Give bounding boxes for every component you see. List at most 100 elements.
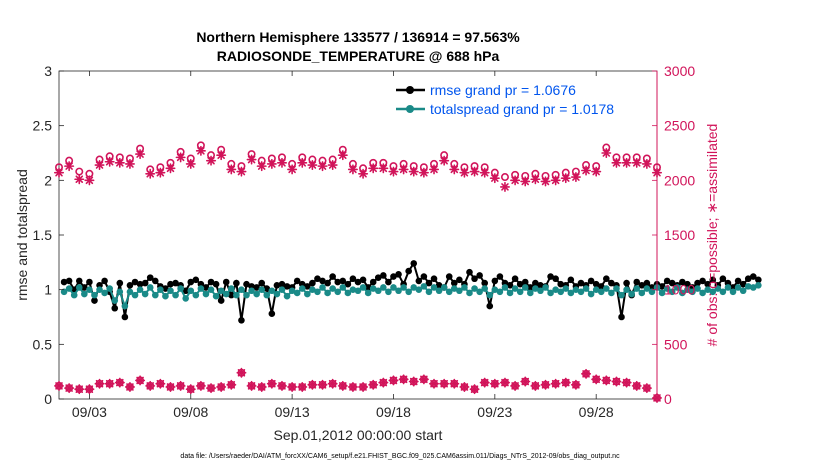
totalspread-point bbox=[283, 292, 291, 300]
rmse-point bbox=[592, 280, 600, 288]
rmse-point bbox=[116, 279, 124, 287]
totalspread-point bbox=[400, 284, 407, 291]
totalspread-point bbox=[450, 285, 458, 292]
totalspread-point bbox=[116, 288, 124, 296]
rmse-point bbox=[739, 280, 747, 288]
x-tick-label: 09/08 bbox=[173, 404, 208, 420]
rmse-point bbox=[172, 279, 179, 287]
rmse-point bbox=[445, 273, 453, 280]
obs-assimilated-upper-point bbox=[347, 164, 358, 175]
y-left-tick-label: 0.5 bbox=[33, 336, 53, 352]
totalspread-point bbox=[96, 286, 103, 293]
totalspread-point bbox=[222, 290, 230, 298]
obs-assimilated-lower-point bbox=[489, 378, 500, 389]
obs-assimilated-upper-point bbox=[317, 161, 328, 172]
rmse-point bbox=[547, 273, 554, 280]
totalspread-point bbox=[192, 291, 200, 299]
totalspread-point bbox=[101, 289, 108, 297]
rmse-point bbox=[618, 313, 625, 321]
rmse-point bbox=[369, 278, 377, 286]
totalspread-point bbox=[481, 285, 488, 292]
rmse-point bbox=[207, 278, 215, 286]
obs-assimilated-lower-point bbox=[510, 380, 521, 391]
obs-assimilated-lower-point bbox=[297, 381, 308, 392]
totalspread-point bbox=[157, 286, 164, 293]
obs-assimilated-lower-point bbox=[104, 378, 115, 389]
totalspread-point bbox=[380, 284, 387, 291]
rmse-point bbox=[496, 273, 504, 280]
obs-assimilated-lower-point bbox=[591, 374, 602, 385]
obs-assimilated-upper-point bbox=[520, 176, 531, 187]
obs-assimilated-upper-point bbox=[429, 164, 440, 175]
rmse-point bbox=[435, 281, 443, 289]
rmse-point bbox=[359, 276, 367, 284]
x-tick-label: 09/28 bbox=[579, 404, 614, 420]
totalspread-point bbox=[501, 284, 509, 291]
rmse-point bbox=[699, 277, 706, 285]
totalspread-point bbox=[608, 289, 615, 297]
rmse-point bbox=[136, 280, 144, 288]
totalspread-point bbox=[344, 289, 352, 297]
totalspread-point bbox=[430, 284, 438, 291]
obs-assimilated-upper-point bbox=[74, 174, 85, 185]
totalspread-point bbox=[304, 290, 311, 298]
rmse-point bbox=[278, 280, 286, 288]
totalspread-point bbox=[385, 288, 392, 296]
obs-assimilated-lower-point bbox=[641, 383, 652, 394]
totalspread-point bbox=[339, 284, 347, 291]
obs-assimilated-upper-point bbox=[165, 163, 176, 174]
rmse-point bbox=[86, 278, 93, 286]
totalspread-point bbox=[65, 285, 73, 292]
obs-assimilated-lower-point bbox=[479, 377, 490, 388]
rmse-point bbox=[638, 281, 646, 289]
obs-assimilated-lower-point bbox=[439, 378, 450, 389]
obs-assimilated-lower-point bbox=[236, 367, 247, 378]
legend-totalspread-label: totalspread grand pr = 1.0178 bbox=[430, 101, 614, 117]
obs-assimilated-lower-point bbox=[114, 377, 125, 388]
totalspread-point bbox=[714, 285, 722, 292]
totalspread-point bbox=[298, 285, 306, 292]
y-left-tick-label: 0 bbox=[44, 391, 52, 407]
obs-assimilated-upper-point bbox=[226, 164, 237, 175]
rmse-point bbox=[233, 279, 240, 287]
obs-assimilated-upper-point bbox=[601, 148, 612, 158]
totalspread-point bbox=[506, 289, 514, 297]
totalspread-point bbox=[739, 287, 747, 295]
totalspread-point bbox=[60, 288, 68, 296]
obs-assimilated-upper-point bbox=[53, 167, 65, 178]
obs-assimilated-upper-point bbox=[114, 157, 125, 168]
totalspread-point bbox=[177, 285, 184, 292]
obs-assimilated-upper-point bbox=[175, 152, 186, 163]
obs-assimilated-upper-point bbox=[530, 174, 541, 185]
y-right-tick-label: 500 bbox=[664, 336, 688, 352]
obs-possible-upper-point bbox=[500, 173, 509, 182]
totalspread-point bbox=[136, 286, 144, 293]
rmse-point bbox=[304, 283, 311, 290]
totalspread-point bbox=[643, 285, 651, 292]
rmse-point bbox=[314, 275, 321, 283]
rmse-point bbox=[324, 279, 331, 287]
rmse-point bbox=[349, 275, 357, 283]
x-tick-label: 09/18 bbox=[376, 404, 411, 420]
totalspread-point bbox=[410, 284, 418, 291]
totalspread-point bbox=[293, 289, 301, 297]
obs-assimilated-lower-point bbox=[520, 376, 531, 387]
obs-assimilated-lower-point bbox=[64, 383, 75, 394]
rmse-point bbox=[450, 279, 458, 287]
totalspread-point bbox=[329, 285, 336, 292]
obs-assimilated-lower-point bbox=[631, 380, 642, 391]
rmse-point bbox=[75, 277, 83, 285]
y-right-tick-label: 3000 bbox=[664, 63, 695, 79]
rmse-point bbox=[567, 276, 575, 284]
totalspread-point bbox=[709, 288, 717, 296]
totalspread-point bbox=[648, 288, 656, 296]
rmse-point bbox=[395, 271, 402, 278]
totalspread-point bbox=[405, 288, 412, 296]
rmse-point bbox=[101, 277, 108, 285]
y-right-tick-label: 2500 bbox=[664, 118, 695, 134]
rmse-point bbox=[222, 278, 230, 286]
rmse-point bbox=[253, 284, 260, 291]
totalspread-point bbox=[633, 285, 641, 292]
totalspread-point bbox=[491, 286, 499, 293]
